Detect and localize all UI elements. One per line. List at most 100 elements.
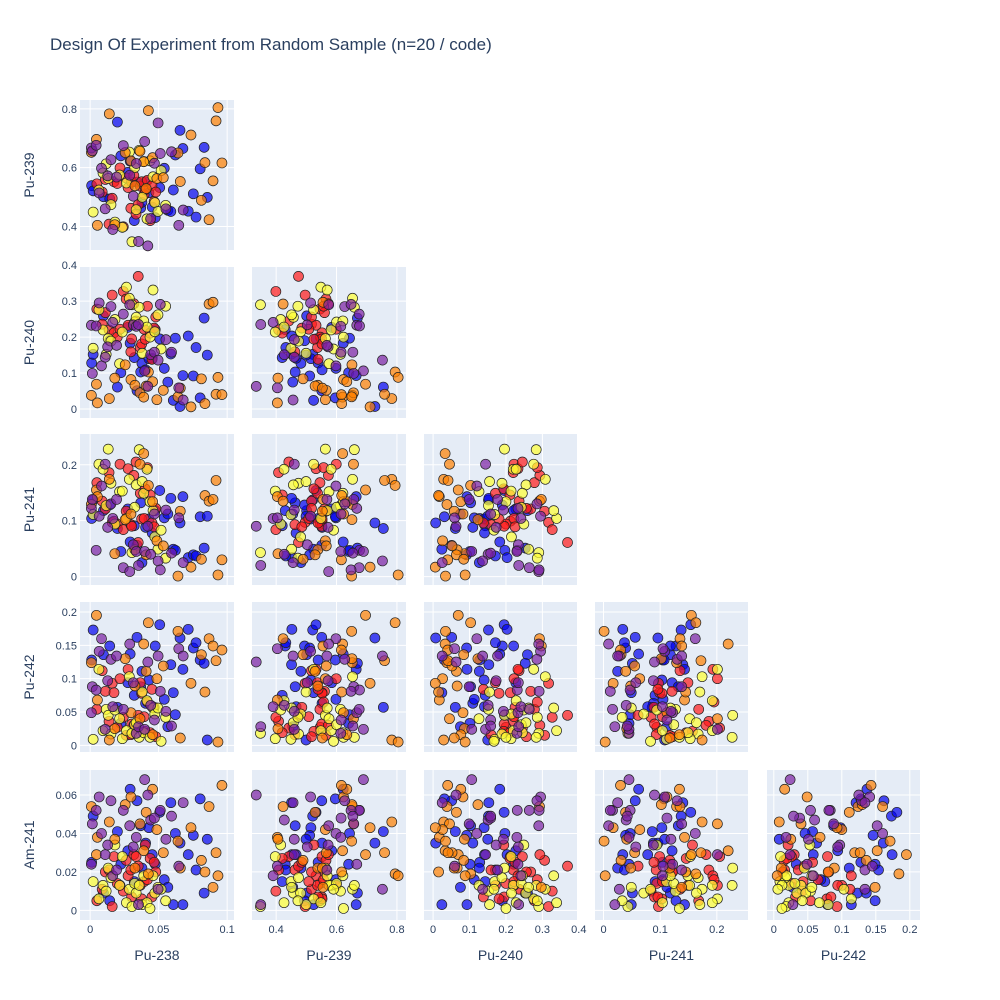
- data-point-group-5: [511, 546, 523, 557]
- data-point-group-5: [859, 883, 871, 895]
- data-point-group-5: [96, 828, 107, 839]
- data-point-group-5: [471, 633, 483, 645]
- y-tick-label: 0.2: [62, 460, 77, 472]
- data-point-group-4: [309, 806, 321, 818]
- data-point-group-5: [648, 839, 659, 851]
- data-point-group-5: [621, 810, 633, 822]
- data-point-group-5: [676, 864, 688, 876]
- data-point-group-5: [358, 723, 369, 735]
- data-point-group-5: [124, 638, 136, 650]
- data-point-group-3: [776, 903, 788, 914]
- data-point-group-4: [773, 816, 785, 828]
- data-point-group-4: [364, 561, 376, 573]
- data-point-group-5: [871, 820, 883, 832]
- data-point-group-2: [693, 703, 705, 715]
- data-point-group-3: [121, 281, 132, 293]
- panel-Am-241-vs-Pu-240: [424, 770, 580, 920]
- data-point-group-1: [867, 830, 879, 841]
- data-point-group-5: [330, 633, 342, 645]
- data-point-group-5: [498, 833, 509, 845]
- data-point-group-4: [392, 870, 404, 882]
- x-tick-label: 0.1: [220, 924, 235, 936]
- data-point-group-4: [337, 448, 348, 459]
- data-point-group-5: [152, 650, 164, 662]
- data-point-group-5: [803, 833, 814, 845]
- data-point-group-4: [429, 822, 441, 834]
- panel-Am-241-vs-Pu-241: [595, 770, 748, 920]
- data-point-group-4: [103, 393, 115, 404]
- x-tick-label: 0.3: [535, 924, 550, 936]
- data-point-group-5: [449, 860, 460, 872]
- data-point-group-1: [177, 370, 189, 381]
- data-point-group-4: [452, 609, 464, 621]
- data-point-group-5: [117, 805, 129, 816]
- data-point-group-2: [493, 687, 505, 699]
- data-point-group-5: [107, 317, 119, 328]
- data-point-group-5: [93, 297, 105, 309]
- data-point-group-4: [196, 373, 207, 385]
- data-point-group-4: [157, 660, 169, 672]
- data-point-group-5: [436, 650, 448, 662]
- data-point-group-2: [831, 901, 843, 912]
- data-point-group-5: [603, 820, 614, 832]
- data-point-group-4: [674, 729, 685, 741]
- data-point-group-3: [269, 326, 281, 338]
- data-point-group-4: [392, 736, 404, 748]
- data-point-group-5: [267, 317, 279, 328]
- data-point-group-5: [250, 656, 262, 668]
- data-point-group-4: [109, 372, 121, 384]
- data-point-group-4: [634, 824, 646, 835]
- data-point-group-4: [91, 378, 102, 390]
- data-point-group-5: [787, 899, 799, 910]
- data-point-group-2: [562, 709, 573, 721]
- data-point-group-5: [250, 381, 262, 392]
- data-point-group-4: [465, 617, 476, 629]
- panel-Pu-242-vs-Pu-240: [424, 602, 580, 752]
- data-point-group-5: [335, 320, 347, 332]
- data-point-group-5: [805, 805, 816, 816]
- data-point-group-4: [103, 816, 115, 828]
- data-point-group-2: [299, 289, 311, 301]
- data-point-group-1: [652, 632, 664, 644]
- data-point-group-4: [690, 617, 702, 629]
- data-point-group-1: [182, 330, 194, 342]
- data-point-group-3: [292, 895, 304, 907]
- data-point-group-5: [823, 805, 835, 816]
- data-point-group-5: [358, 774, 369, 785]
- data-point-group-5: [348, 368, 360, 379]
- data-point-group-5: [377, 883, 388, 895]
- data-point-group-5: [301, 319, 313, 331]
- data-point-group-5: [339, 653, 351, 665]
- data-point-group-4: [125, 508, 137, 520]
- data-point-group-3: [696, 671, 708, 683]
- data-point-group-5: [490, 675, 502, 687]
- data-point-group-3: [286, 881, 297, 893]
- data-point-group-5: [305, 297, 316, 309]
- data-point-group-3: [531, 711, 543, 723]
- data-point-group-5: [124, 820, 136, 832]
- data-point-group-4: [336, 644, 347, 656]
- data-point-group-5: [145, 699, 157, 711]
- data-point-group-4: [843, 806, 855, 818]
- data-point-group-5: [498, 705, 509, 717]
- data-point-group-1: [289, 366, 301, 378]
- data-point-group-3: [286, 543, 297, 555]
- data-point-group-4: [437, 535, 448, 547]
- data-point-group-4: [272, 397, 283, 409]
- data-point-group-4: [364, 677, 376, 689]
- data-point-group-2: [303, 876, 315, 887]
- data-point-group-1: [617, 623, 629, 635]
- data-point-group-5: [657, 870, 668, 882]
- data-point-group-4: [185, 129, 197, 141]
- data-point-group-5: [492, 864, 503, 876]
- data-point-group-5: [335, 727, 347, 739]
- y-tick-label: 0.15: [56, 640, 77, 652]
- data-point-group-4: [452, 484, 464, 496]
- data-point-group-5: [154, 805, 166, 816]
- data-point-group-4: [869, 881, 881, 893]
- data-point-group-1: [483, 797, 495, 809]
- data-point-group-1: [508, 640, 519, 652]
- data-point-group-4: [207, 175, 219, 187]
- data-point-group-5: [377, 650, 388, 662]
